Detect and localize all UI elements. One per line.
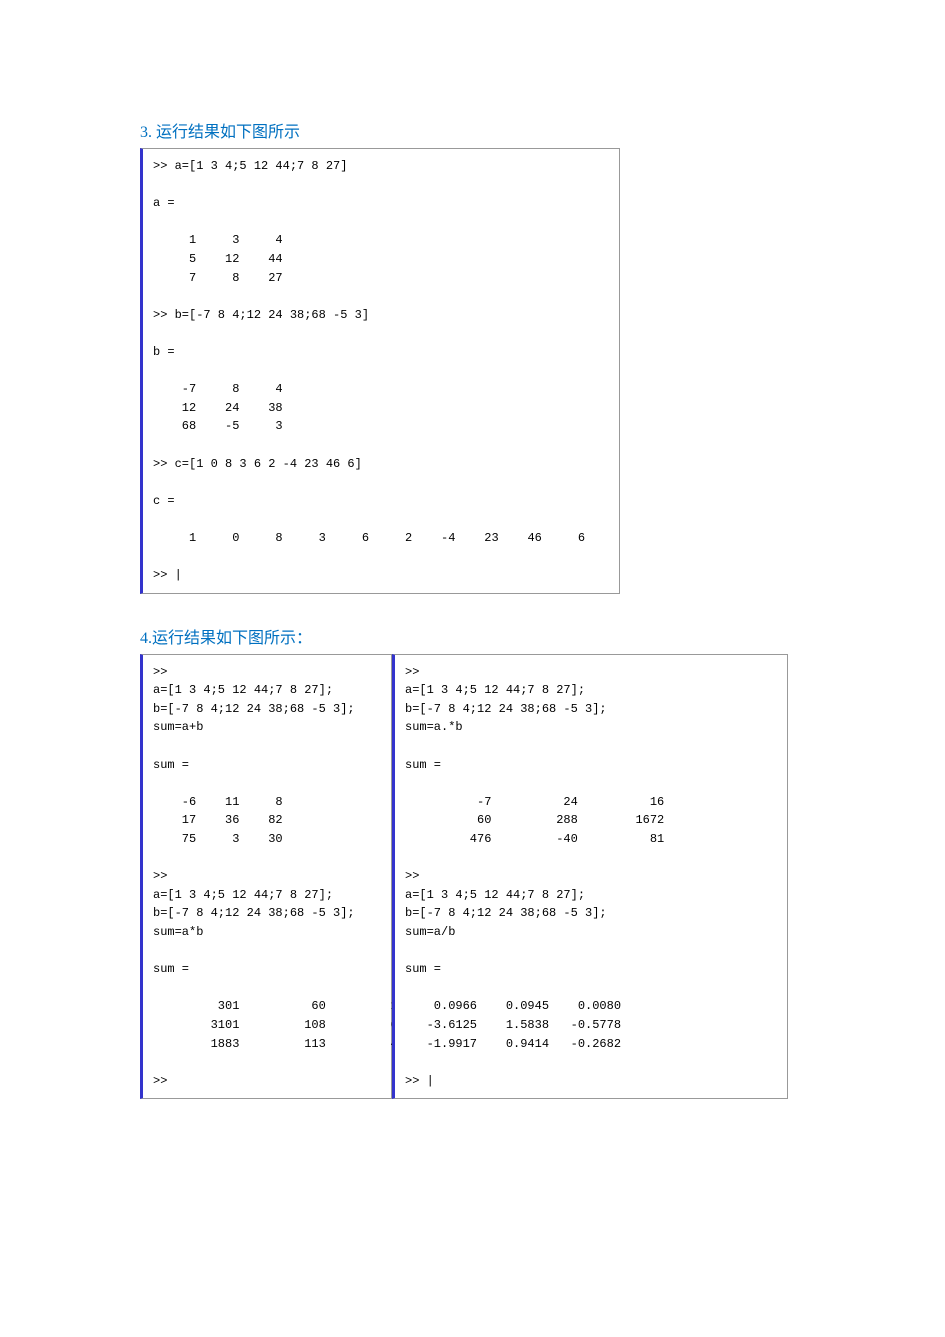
section-4-heading: 4.运行结果如下图所示： xyxy=(140,624,805,648)
section-3-heading: 3. 运行结果如下图所示 xyxy=(140,118,805,142)
matlab-output-block-right: >> a=[1 3 4;5 12 44;7 8 27]; b=[-7 8 4;1… xyxy=(392,654,788,1100)
two-column-container: >> a=[1 3 4;5 12 44;7 8 27]; b=[-7 8 4;1… xyxy=(140,654,805,1100)
matlab-output-block-1: >> a=[1 3 4;5 12 44;7 8 27] a = 1 3 4 5 … xyxy=(140,148,620,594)
matlab-output-block-left: >> a=[1 3 4;5 12 44;7 8 27]; b=[-7 8 4;1… xyxy=(140,654,392,1100)
